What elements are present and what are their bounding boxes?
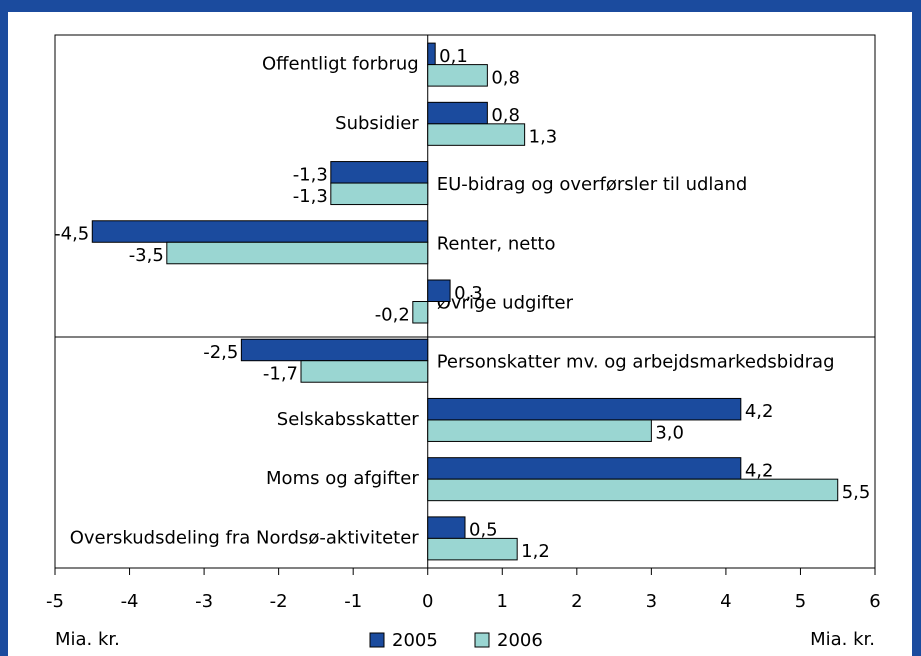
category-label: Selskabsskatter [277, 409, 420, 430]
legend-label: 2006 [497, 630, 543, 651]
bar [427, 42, 436, 66]
bar [427, 101, 488, 125]
bar [427, 123, 526, 146]
bar [300, 360, 429, 383]
x-axis-label-right: Mia. kr. [810, 629, 875, 650]
bar [427, 397, 742, 421]
category-label: Overskudsdeling fra Nordsø-aktiviteter [70, 527, 420, 548]
bar [427, 64, 488, 87]
x-tick-label: 6 [869, 591, 880, 612]
x-axis-label-left: Mia. kr. [55, 629, 120, 650]
legend-swatch [369, 632, 385, 648]
x-tick-label: 1 [497, 591, 508, 612]
x-tick-label: -1 [344, 591, 362, 612]
value-label: 4,2 [745, 460, 774, 481]
value-label: -1,3 [293, 164, 328, 185]
x-tick-label: 0 [422, 591, 433, 612]
value-label: -2,5 [203, 342, 238, 363]
category-label: EU-bidrag og overførsler til udland [437, 174, 748, 195]
x-tick-label: -3 [195, 591, 213, 612]
bar [166, 241, 429, 265]
bar [412, 301, 429, 324]
x-tick-label: -5 [46, 591, 64, 612]
category-label: Renter, netto [437, 233, 556, 254]
bar [91, 220, 429, 243]
value-label: 0,5 [469, 520, 498, 541]
value-label: -1,3 [293, 186, 328, 207]
bar [427, 516, 466, 539]
category-label: Subsidier [335, 113, 419, 134]
bar [427, 419, 652, 442]
value-label: 5,5 [842, 482, 871, 503]
value-label: 0,1 [439, 46, 468, 67]
value-label: -0,2 [375, 304, 410, 325]
value-label: 0,8 [491, 67, 520, 88]
bar [240, 338, 429, 362]
category-label: Øvrige udgifter [437, 293, 574, 314]
x-tick-label: 2 [571, 591, 582, 612]
legend-swatch [474, 632, 490, 648]
x-tick-label: 3 [646, 591, 657, 612]
value-label: 0,8 [491, 105, 520, 126]
bar [427, 537, 518, 561]
category-label: Personskatter mv. og arbejdsmarkedsbidra… [437, 352, 835, 373]
legend-label: 2005 [392, 630, 438, 651]
value-label: 3,0 [655, 423, 684, 444]
bar [330, 161, 429, 184]
value-label: 1,2 [521, 541, 550, 562]
value-label: -1,7 [263, 363, 298, 384]
bar [427, 279, 451, 302]
x-tick-label: -4 [121, 591, 139, 612]
value-label: -4,5 [54, 224, 89, 245]
value-label: 0,3 [454, 283, 483, 304]
bar [330, 182, 429, 206]
category-label: Offentligt forbrug [262, 54, 419, 75]
x-tick-label: 5 [795, 591, 806, 612]
value-label: 4,2 [745, 401, 774, 422]
frame-left [0, 0, 8, 656]
value-label: -3,5 [129, 245, 164, 266]
header-band [0, 0, 921, 12]
x-tick-label: 4 [720, 591, 731, 612]
bar [427, 457, 742, 480]
frame-right [912, 0, 921, 656]
x-tick-label: -2 [270, 591, 288, 612]
bar [427, 478, 839, 502]
value-label: 1,3 [529, 127, 558, 148]
category-label: Moms og afgifter [266, 468, 419, 489]
